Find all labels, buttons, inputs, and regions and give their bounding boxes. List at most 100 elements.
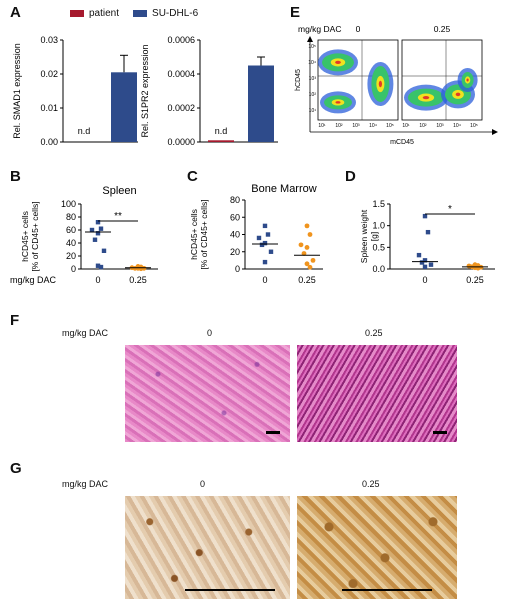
cell-population xyxy=(466,78,469,82)
data-point-dose-0 xyxy=(256,235,262,241)
y-axis-label: hCD45+ cells xyxy=(20,211,30,262)
x-tick-label: 10⁵ xyxy=(470,123,478,129)
chart-a1-smad1: 0.00 0.01 0.02 0.03 Rel. SMAD1 expression n.d xyxy=(12,35,138,147)
y-tick-label: 0.02 xyxy=(40,69,58,79)
data-point-dose-0 xyxy=(425,229,431,235)
y-tick-label: 0.0002 xyxy=(167,103,195,113)
scale-bar xyxy=(342,589,432,591)
data-point-dose-025 xyxy=(304,245,310,250)
dose-label-e: 0.25 xyxy=(434,24,451,34)
data-point-dose-0 xyxy=(262,223,268,229)
bar xyxy=(248,65,274,142)
y-tick-label: 80 xyxy=(230,195,240,205)
x-tick-label: 10⁴ xyxy=(453,123,461,129)
x-arrow-head xyxy=(492,129,498,135)
cell-population xyxy=(455,92,461,97)
nd-annotation: n.d xyxy=(78,126,91,136)
dose-label-f-left: 0 xyxy=(207,328,213,338)
cell-population xyxy=(378,80,383,88)
y-axis-label: [% of CD45+ cells] xyxy=(199,199,209,269)
legend-label-sudhl6: SU-DHL-6 xyxy=(152,8,199,19)
legend-swatch-sudhl6 xyxy=(133,10,148,17)
x-tick-label: 10¹ xyxy=(402,123,410,129)
panel-letter-b: B xyxy=(10,168,21,185)
data-point-dose-0 xyxy=(89,227,95,233)
y-tick-label: 40 xyxy=(230,230,240,240)
data-point-dose-0 xyxy=(419,260,425,265)
dose-axis-label: mg/kg DAC xyxy=(10,275,57,285)
scale-bar xyxy=(266,431,280,434)
row-label-e: mg/kg DAC xyxy=(298,24,341,34)
data-point-dose-025 xyxy=(298,242,304,248)
legend-item-patient: patient xyxy=(70,8,119,19)
x-tick-label: 10³ xyxy=(436,123,444,129)
y-tick-label: 40 xyxy=(66,238,76,248)
scale-bar xyxy=(185,589,275,591)
row-label-g: mg/kg DAC xyxy=(62,479,109,489)
chart-b-spleen: 0 20 40 60 80 100 hCD45+ cells [% of CD45+ cell… xyxy=(10,185,158,285)
legend-label-patient: patient xyxy=(89,8,120,19)
panel-letter-g: G xyxy=(10,460,22,477)
y-axis-label: [g] xyxy=(369,232,379,241)
bar xyxy=(208,140,234,142)
y-axis-label: Spleen weight xyxy=(359,209,369,263)
data-point-dose-0 xyxy=(428,262,434,267)
ihc-dose-025 xyxy=(297,496,457,599)
y-tick-label: 0.0006 xyxy=(167,35,195,45)
chart-e-flow: mg/kg DAC 0 10⁵ 10⁴ 10³ 10² 10¹ 10¹ 10² 10³ 10⁴ 10⁵… xyxy=(295,24,498,146)
y-tick-label: 10² xyxy=(309,92,317,98)
nd-annotation: n.d xyxy=(215,126,228,136)
x-tick-label: 0.25 xyxy=(466,275,484,285)
y-tick-label: 0 xyxy=(235,264,240,274)
y-tick-label: 0.5 xyxy=(372,242,385,252)
y-tick-label: 100 xyxy=(61,199,76,209)
y-tick-label: 0 xyxy=(71,264,76,274)
x-tick-label: 10¹ xyxy=(318,123,326,129)
y-tick-label: 0.00 xyxy=(40,137,58,147)
y-tick-label: 0.01 xyxy=(40,103,58,113)
x-tick-label: 10⁴ xyxy=(369,123,377,129)
y-tick-label: 1.0 xyxy=(372,221,385,231)
legend: patient SU-DHL-6 xyxy=(70,8,198,19)
bar xyxy=(111,72,137,142)
y-tick-label: 10³ xyxy=(309,76,317,82)
x-tick-label: 10⁵ xyxy=(386,123,394,129)
panel-letter-d: D xyxy=(345,168,356,185)
x-tick-label: 0.25 xyxy=(298,275,316,285)
data-point-dose-0 xyxy=(92,237,98,242)
x-tick-label: 0 xyxy=(95,275,100,285)
y-tick-label: 0.0 xyxy=(372,264,385,274)
data-point-dose-0 xyxy=(262,240,268,246)
x-tick-label: 0 xyxy=(262,275,267,285)
data-point-dose-0 xyxy=(95,263,101,268)
dose-label-g-right: 0.25 xyxy=(362,479,380,489)
chart-a2-s1pr2: 0.0000 0.0002 0.0004 0.0006 Rel. S1PR2 expre… xyxy=(140,35,278,147)
chart-c-bone-marrow: 0 20 40 60 80 hCD45+ cells [% of CD45+ cells] B… xyxy=(189,183,323,285)
y-tick-label: 0.03 xyxy=(40,35,58,45)
significance-label: * xyxy=(448,204,452,215)
row-label-f: mg/kg DAC xyxy=(62,328,109,338)
data-point-dose-0 xyxy=(422,258,428,263)
data-point-dose-0 xyxy=(268,249,274,254)
y-tick-label: 10¹ xyxy=(309,108,317,114)
data-point-dose-0 xyxy=(422,264,428,270)
significance-label: ** xyxy=(114,211,122,222)
y-axis-label: Rel. SMAD1 expression xyxy=(12,43,22,139)
y-axis-label: [% of CD45+ cells] xyxy=(30,201,40,271)
data-point-dose-025 xyxy=(138,266,144,272)
y-tick-label: 20 xyxy=(66,251,76,261)
panel-letter-e: E xyxy=(290,4,301,21)
x-axis-label: mCD45 xyxy=(390,139,414,146)
y-tick-label: 10⁴ xyxy=(308,60,316,66)
y-tick-label: 80 xyxy=(66,212,76,222)
data-point-dose-0 xyxy=(259,242,265,248)
y-tick-label: 60 xyxy=(230,212,240,222)
y-tick-label: 20 xyxy=(230,247,240,257)
data-point-dose-0 xyxy=(98,226,104,231)
y-axis-label: hCD45+ cells xyxy=(189,209,199,260)
y-tick-label: 0.0000 xyxy=(167,137,195,147)
histology-he-dose-025 xyxy=(297,345,457,442)
data-point-dose-0 xyxy=(101,248,107,253)
y-tick-label: 0.0004 xyxy=(167,69,195,79)
